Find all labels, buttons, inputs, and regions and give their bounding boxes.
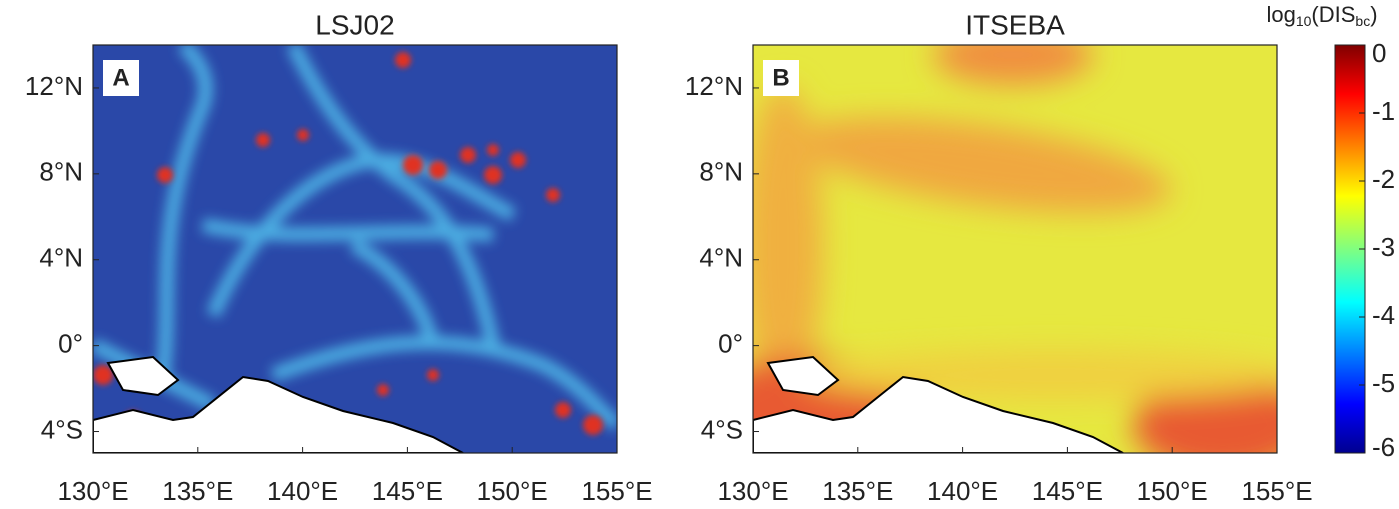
panel-label-box	[103, 60, 139, 96]
panel-label: A	[112, 64, 129, 91]
colorbar-tick-label: -3	[1372, 232, 1395, 262]
panel-title: ITSEBA	[965, 9, 1065, 40]
x-tick-label: 150°E	[477, 476, 548, 506]
colorbar-tick-label: -5	[1372, 368, 1395, 398]
y-tick-label: 4°N	[39, 243, 83, 273]
plot-frame	[752, 44, 1278, 454]
y-tick-label: 12°N	[25, 71, 83, 101]
x-tick-label: 155°E	[1241, 476, 1312, 506]
y-tick-label: 4°N	[699, 243, 743, 273]
x-tick-label: 145°E	[1032, 476, 1103, 506]
y-tick-label: 8°N	[39, 157, 83, 187]
colorbar-tick-label: 0	[1372, 38, 1386, 68]
map-b	[753, 45, 1277, 453]
x-tick-label: 155°E	[581, 476, 652, 506]
y-tick-label: 8°N	[699, 157, 743, 187]
panel-label-box	[763, 60, 799, 96]
x-tick-label: 140°E	[267, 476, 338, 506]
x-tick-label: 130°E	[57, 476, 128, 506]
y-tick-label: 4°S	[701, 414, 743, 444]
x-tick-label: 150°E	[1137, 476, 1208, 506]
map-a	[93, 45, 617, 453]
y-tick-label: 0°	[58, 329, 83, 359]
x-tick-label: 135°E	[162, 476, 233, 506]
plot-frame	[92, 44, 618, 454]
y-tick-label: 4°S	[41, 414, 83, 444]
y-tick-label: 12°N	[685, 71, 743, 101]
colorbar-tick-label: -6	[1372, 432, 1395, 462]
panel-title: LSJ02	[315, 9, 394, 40]
panel-label: B	[772, 64, 789, 91]
y-tick-label: 0°	[718, 329, 743, 359]
x-tick-label: 145°E	[372, 476, 443, 506]
colorbar-tick-label: -4	[1372, 300, 1395, 330]
colorbar-label: log10(DISbc)	[1266, 2, 1377, 29]
colorbar-tick-label: -2	[1372, 164, 1395, 194]
x-tick-label: 140°E	[927, 476, 998, 506]
colorbar-tick-label: -1	[1372, 96, 1395, 126]
x-tick-label: 130°E	[717, 476, 788, 506]
x-tick-label: 135°E	[822, 476, 893, 506]
